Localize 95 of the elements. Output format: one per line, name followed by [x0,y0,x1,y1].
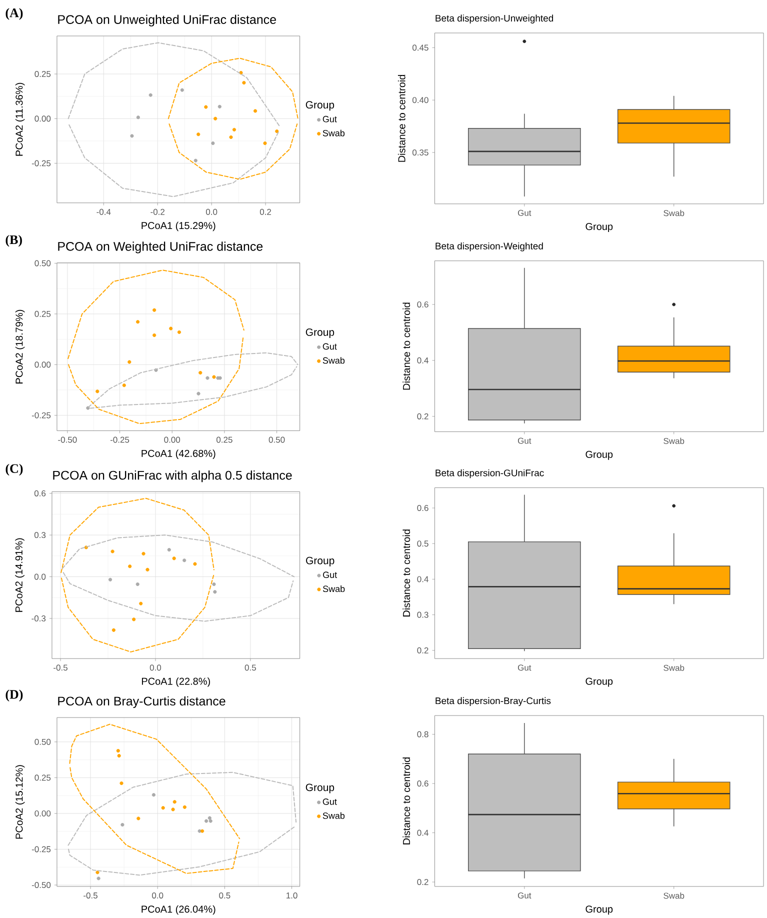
x-tick-label: 0.50 [269,436,285,443]
y-tick-label: -0.25 [32,412,51,418]
legend-label: Gut [323,798,338,805]
y-tick-label: 0.6 [417,780,429,787]
text: (A) [6,8,23,20]
legend-label: Gut [323,572,338,578]
y-tick-label: 0.2 [417,647,429,654]
legend-label: Swab [323,357,345,364]
chart-title: Beta dispersion-Weighted [436,242,544,252]
x-tick-label: -0.25 [110,436,130,443]
x-axis-title: Group [586,906,613,915]
y-axis-title: PCoA2 (11.36%) [16,82,25,156]
legend-title: Group [306,556,334,566]
x-tick-label: 1.0 [286,892,298,898]
y-tick-label: -0.50 [32,882,51,888]
y-axis-title: Distance to centroid [402,302,410,390]
x-tick-label: 0.25 [216,436,233,443]
x-tick-label: Gut [518,664,532,671]
x-tick-label: -0.5 [54,664,68,671]
x-axis-title: Group [586,450,613,460]
x-tick-label: Gut [518,210,532,216]
y-tick-label: 0.25 [34,774,51,781]
y-tick-label: -0.25 [32,160,51,166]
chart-title: PCOA on Weighted UniFrac distance [58,242,263,254]
y-tick-label: 0.00 [34,116,51,122]
x-axis-title: Group [586,678,613,687]
x-tick-label: 0.0 [206,208,218,215]
y-tick-label: 0.50 [34,260,51,266]
y-tick-label: -0.3 [32,615,46,622]
y-tick-label: 0.00 [34,362,51,368]
x-tick-label: 0.0 [152,892,164,898]
x-axis-title: PCoA1 (22.8%) [142,677,210,687]
y-tick-label: 0.45 [412,44,429,51]
legend-label: Swab [323,812,345,819]
legend-title: Group [306,328,334,338]
x-tick-label: Gut [518,892,532,898]
y-tick-label: 0.25 [34,310,51,317]
y-tick-label: 0.6 [34,490,46,496]
x-tick-label: -0.4 [96,208,111,215]
chart-title: Beta dispersion-Bray-Curtis [436,697,551,706]
chart-title: PCOA on Bray-Curtis distance [58,696,226,708]
legend-title: Group [306,101,334,111]
y-tick-label: 0.4 [417,576,429,582]
x-tick-label: Swab [664,892,684,899]
y-tick-label: 0.50 [34,738,51,745]
x-tick-label: Swab [664,210,684,216]
y-tick-label: 0.4 [417,357,429,364]
y-axis-title: Distance to centroid [402,530,410,616]
x-axis-title: PCoA1 (15.29%) [142,222,216,232]
y-tick-label: -0.25 [32,846,51,852]
y-tick-label: 0.8 [417,731,429,738]
chart-title: PCOA on Unweighted UniFrac distance [58,14,276,26]
y-tick-label: 0.35 [412,149,429,156]
y-tick-label: 0.3 [34,532,46,538]
x-tick-label: Swab [664,438,684,444]
x-tick-label: 0.0 [150,664,162,671]
y-tick-label: 0.3 [417,612,429,618]
x-tick-label: -0.5 [84,892,98,898]
y-axis-title: PCoA2 (15.12%) [16,765,25,839]
chart-title: PCOA on GUniFrac with alpha 0.5 distance [53,470,292,482]
y-tick-label: 0.4 [417,830,429,836]
chart-title: Beta dispersion-GUniFrac [436,469,544,478]
x-tick-label: -0.2 [150,208,165,215]
x-axis-title: PCoA1 (26.04%) [142,905,216,915]
y-tick-label: 0.5 [417,540,429,547]
y-tick-label: 0.0 [34,574,46,580]
y-tick-label: 0.00 [34,810,51,816]
text: (B) [6,234,22,247]
y-tick-label: 0.6 [417,504,429,511]
text: (D) [6,690,23,702]
x-tick-label: 0.2 [260,208,272,215]
x-tick-label: Swab [664,664,684,671]
legend-label: Swab [323,130,345,136]
legend-title: Group [306,784,334,794]
legend-label: Swab [323,585,345,592]
y-axis-title: PCoA2 (18.79%) [16,310,25,384]
y-tick-label: 0.40 [412,97,429,104]
y-axis-title: Distance to centroid [402,757,410,844]
y-axis-title: Distance to centroid [398,74,406,162]
chart-title: Beta dispersion-Unweighted [436,14,554,24]
y-tick-label: 0.25 [34,70,51,77]
x-tick-label: 0.5 [245,664,256,671]
x-tick-label: 0.00 [164,436,180,443]
text: (C) [6,464,23,476]
y-tick-label: 0.2 [417,879,429,886]
x-tick-label: 0.5 [219,892,230,898]
x-tick-label: -0.50 [58,436,78,443]
y-tick-label: 0.2 [417,413,429,420]
y-axis-title: PCoA2 (14.91%) [15,538,25,612]
x-tick-label: Gut [518,438,532,444]
y-tick-label: 0.6 [417,301,429,308]
x-axis-title: PCoA1 (42.68%) [142,450,216,459]
legend-label: Gut [323,116,338,122]
legend-label: Gut [323,343,338,350]
x-axis-title: Group [586,223,613,232]
